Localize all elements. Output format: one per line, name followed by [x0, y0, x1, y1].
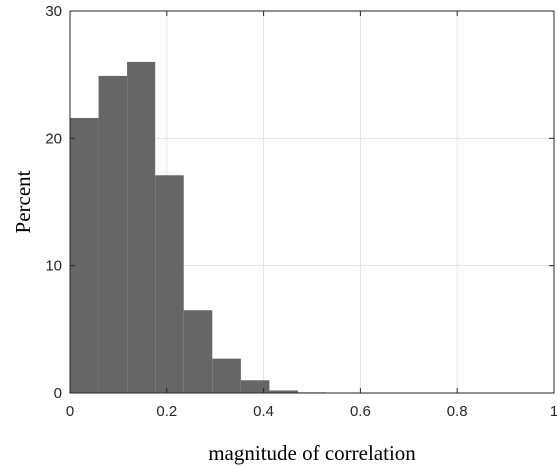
y-axis-label: Percent	[11, 170, 35, 233]
histogram-bar	[212, 358, 241, 393]
histogram-bar	[70, 117, 99, 394]
histogram-bar	[98, 75, 128, 393]
histogram-bar	[183, 310, 213, 393]
y-tick-labels: 0 10 20 30	[45, 3, 62, 402]
histogram-bar	[155, 175, 184, 393]
x-tick-label: 0.4	[253, 403, 274, 420]
y-tick-label: 20	[45, 130, 62, 147]
y-tick-label: 0	[54, 385, 62, 402]
x-tick-label: 0	[66, 403, 74, 420]
x-axis-label: magnitude of correlation	[208, 441, 416, 465]
x-tick-label: 1	[550, 403, 557, 420]
y-tick-label: 10	[45, 258, 62, 275]
axis-ticks	[69, 10, 555, 394]
x-tick-labels: 0 0.2 0.4 0.6 0.8 1	[66, 403, 557, 420]
histogram-bars	[70, 61, 327, 394]
x-tick-label: 0.6	[350, 403, 371, 420]
histogram-bar	[127, 61, 156, 393]
histogram-bar	[269, 390, 298, 393]
y-tick-label: 30	[45, 3, 62, 20]
plot-frame	[69, 10, 555, 394]
histogram-bar	[240, 380, 270, 393]
x-tick-label: 0.2	[156, 403, 177, 420]
x-tick-label: 0.8	[447, 403, 468, 420]
